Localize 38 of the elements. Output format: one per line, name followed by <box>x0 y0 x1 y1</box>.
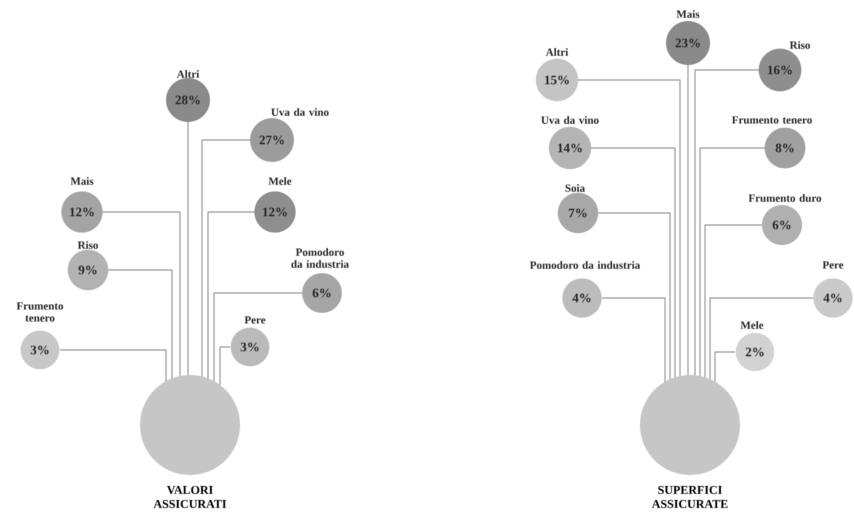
data-label: 4% <box>823 294 842 302</box>
data-label: 28% <box>176 96 200 104</box>
data-label: 3% <box>240 342 259 352</box>
category-label: Frumento tenero <box>16 302 64 322</box>
data-label: 4% <box>572 294 591 302</box>
data-label: 27% <box>260 136 284 144</box>
data-label: 3% <box>30 346 49 354</box>
data-label: 12% <box>263 208 287 216</box>
data-label: 6% <box>772 220 791 230</box>
text: VALORI ASSICURATI <box>154 486 226 508</box>
data-label: 16% <box>768 66 792 74</box>
category-label: Frumento duro <box>748 194 822 202</box>
data-label: 2% <box>746 348 764 356</box>
text: SUPERFICI ASSICURATE <box>652 486 728 508</box>
category-label: Riso <box>790 41 810 49</box>
data-label: 23% <box>676 38 700 48</box>
category-label: Uva da vino <box>541 116 599 124</box>
data-label: 15% <box>545 76 569 84</box>
category-label: Pere <box>244 316 266 324</box>
data-label: 12% <box>70 208 94 216</box>
data-label: 6% <box>312 288 331 298</box>
category-label: Mele <box>268 177 292 185</box>
data-label: 7% <box>568 208 587 218</box>
data-label: 8% <box>776 144 794 152</box>
category-label: Pomodoro da industria <box>291 248 349 268</box>
category-label: Mais <box>70 177 94 185</box>
category-label: Uva da vino <box>271 108 329 116</box>
category-label: Pere <box>822 261 844 269</box>
category-label: Altri <box>176 70 200 78</box>
category-label: Mele <box>740 321 764 329</box>
category-label: Altri <box>546 48 568 56</box>
category-label: Pomodoro da industria <box>530 261 640 269</box>
data-label: 14% <box>558 144 582 152</box>
category-label: Riso <box>78 241 98 249</box>
data-label: 9% <box>78 266 97 274</box>
category-label: Frumento tenero <box>732 116 812 124</box>
category-label: Mais <box>676 10 700 18</box>
category-label: Soia <box>566 184 585 192</box>
